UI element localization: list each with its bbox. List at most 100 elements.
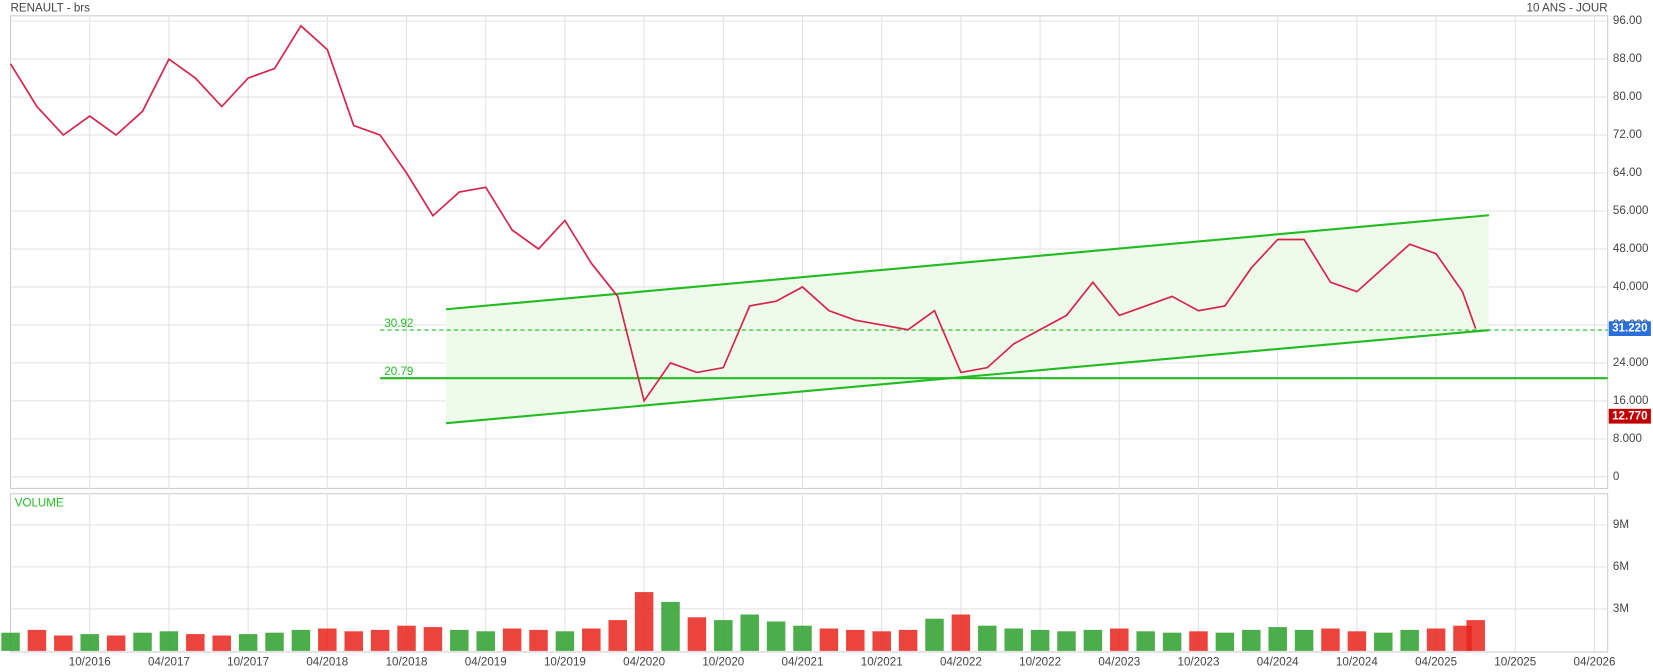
channel-line (446, 329, 1489, 425)
price-tag (1608, 321, 1651, 337)
volume-bar (819, 628, 839, 651)
x-tick-label: 04/2025 (1415, 656, 1457, 669)
y-tick-label: 8.000 (1613, 432, 1642, 445)
volume-bar (1374, 632, 1393, 651)
volume-bar (1347, 631, 1367, 651)
y-tick-label: 16.000 (1613, 394, 1648, 407)
x-tick-label: 10/2022 (1019, 656, 1061, 669)
volume-bar (1189, 631, 1208, 651)
channel-line (446, 214, 1489, 311)
volume-bar (714, 620, 733, 651)
y-tick-label: 3M (1613, 602, 1629, 615)
volume-bar (27, 629, 47, 651)
volume-bar (291, 629, 311, 651)
y-tick-label: 0 (1613, 470, 1619, 483)
volume-bar (925, 618, 944, 651)
y-tick-label: 24.000 (1613, 356, 1648, 369)
volume-bar (54, 635, 73, 651)
volume-bar (687, 617, 707, 651)
chart-title: RENAULT - brs (11, 1, 91, 14)
level-label: 30.92 (384, 317, 413, 330)
volume-bar (133, 632, 152, 651)
volume-bar (265, 632, 284, 651)
x-tick-label: 04/2018 (306, 656, 348, 669)
x-tick-label: 04/2019 (465, 656, 507, 669)
y-tick-label: 64.00 (1613, 166, 1642, 179)
volume-bar (846, 629, 865, 651)
y-tick-label: 96.00 (1613, 14, 1642, 27)
volume-bar (106, 635, 126, 651)
x-tick-label: 10/2024 (1336, 656, 1378, 669)
volume-bar (1426, 628, 1446, 651)
volume-bar (1466, 620, 1485, 651)
volume-bar (529, 629, 548, 651)
volume-bar (1057, 631, 1076, 651)
volume-bar (1162, 632, 1182, 651)
volume-bar (951, 614, 971, 651)
volume-bar (793, 625, 812, 651)
x-tick-label: 04/2020 (623, 656, 665, 669)
x-tick-label: 04/2026 (1574, 656, 1616, 669)
volume-bar (1400, 629, 1419, 651)
volume-bar (80, 634, 99, 651)
volume-bar (370, 629, 390, 651)
y-tick-label: 40.000 (1613, 280, 1648, 293)
y-tick-label: 9M (1613, 518, 1629, 531)
volume-bar (318, 628, 337, 651)
volume-bar (1268, 627, 1287, 651)
volume-bar (1242, 629, 1261, 651)
channel-area (446, 215, 1489, 424)
volume-bar (1083, 629, 1103, 651)
volume-bar (1030, 629, 1050, 651)
volume-bar (1215, 632, 1235, 651)
volume-bar (238, 634, 258, 651)
x-tick-label: 10/2023 (1178, 656, 1220, 669)
volume-bar (1136, 631, 1155, 651)
volume-bar (978, 625, 997, 651)
x-tick-label: 04/2021 (782, 656, 824, 669)
x-tick-label: 04/2024 (1257, 656, 1299, 669)
x-tick-label: 04/2022 (940, 656, 982, 669)
price-panel (10, 15, 1609, 489)
volume-label: VOLUME (15, 496, 64, 509)
y-tick-label: 48.000 (1613, 242, 1648, 255)
y-tick-label: 6M (1613, 560, 1629, 573)
volume-bar (766, 621, 786, 651)
y-tick-label: 80.00 (1613, 90, 1642, 103)
x-tick-label: 04/2023 (1098, 656, 1140, 669)
volume-bar (423, 627, 443, 651)
volume-bar (344, 631, 363, 651)
volume-bar (212, 635, 231, 651)
x-tick-label: 10/2019 (544, 656, 586, 669)
y-tick-label: 88.00 (1613, 52, 1642, 65)
price-tag-label: 31.220 (1612, 322, 1647, 335)
y-tick-label: 72.00 (1613, 128, 1642, 141)
volume-bar (1110, 628, 1129, 651)
volume-bar (186, 634, 205, 651)
x-tick-label: 10/2018 (386, 656, 428, 669)
volume-bar (1004, 628, 1023, 651)
chart-subtitle: 10 ANS - JOUR (1527, 1, 1608, 14)
volume-bar (1321, 628, 1340, 651)
x-tick-label: 10/2025 (1494, 656, 1536, 669)
volume-panel (10, 493, 1609, 653)
volume-bar (661, 601, 680, 651)
volume-bar (1294, 629, 1314, 651)
volume-bar (872, 631, 891, 651)
volume-bar (608, 620, 627, 651)
volume-bar (1, 632, 20, 651)
volume-bar (476, 631, 495, 651)
price-tag-label: 12.770 (1612, 409, 1647, 422)
x-tick-label: 10/2020 (702, 656, 744, 669)
volume-bar (898, 629, 918, 651)
volume-bar (582, 628, 601, 651)
volume-bar (634, 592, 654, 651)
volume-bar (740, 614, 759, 651)
level-label: 20.79 (384, 365, 413, 378)
price-tag (1608, 408, 1651, 424)
volume-bar (555, 631, 575, 651)
x-tick-label: 04/2017 (148, 656, 190, 669)
volume-bar (159, 631, 179, 651)
y-tick-label: 56.000 (1613, 204, 1648, 217)
